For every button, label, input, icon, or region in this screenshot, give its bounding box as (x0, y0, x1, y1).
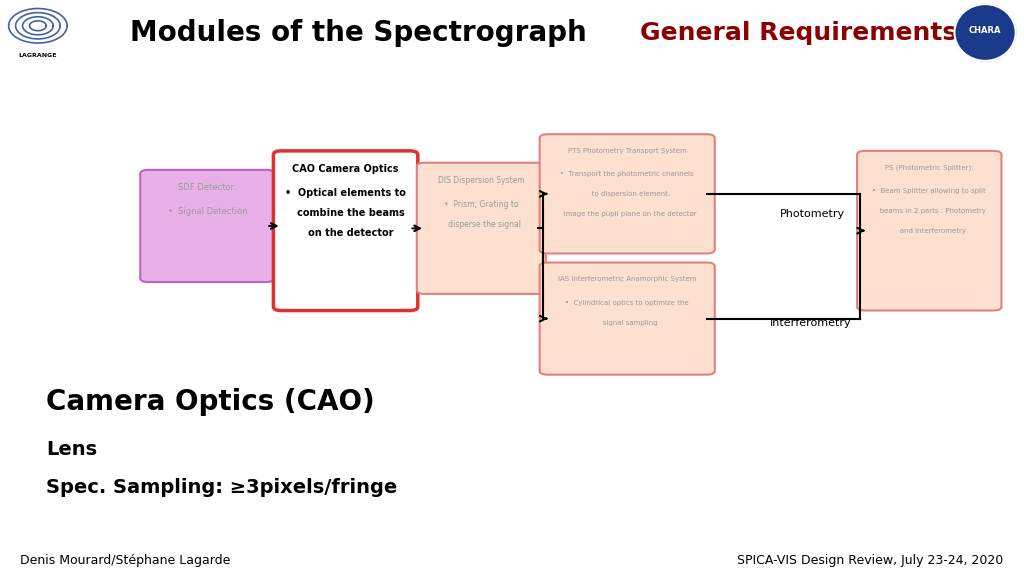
Text: CHARA: CHARA (969, 26, 1001, 35)
Text: •  Signal Detection: • Signal Detection (168, 207, 247, 216)
Text: •  Prism; Grating to: • Prism; Grating to (444, 200, 518, 209)
Text: beams in 2 parts : Photometry: beams in 2 parts : Photometry (872, 208, 986, 214)
Text: Camera Optics (CAO): Camera Optics (CAO) (46, 388, 375, 416)
FancyBboxPatch shape (140, 170, 274, 282)
Text: PTS Photometry Transport System: PTS Photometry Transport System (568, 147, 686, 154)
Text: DIS Dispersion System: DIS Dispersion System (438, 176, 524, 185)
Text: on the detector: on the detector (298, 228, 393, 238)
Text: and Interferometry: and Interferometry (893, 228, 966, 234)
Circle shape (954, 4, 1016, 61)
Text: •  Beam Splitter allowing to split: • Beam Splitter allowing to split (872, 188, 986, 194)
Text: PS (Photometric Splitter):: PS (Photometric Splitter): (885, 164, 974, 170)
FancyBboxPatch shape (540, 134, 715, 253)
Text: Interferometry: Interferometry (770, 319, 852, 328)
Text: signal sampling: signal sampling (596, 320, 658, 325)
FancyBboxPatch shape (417, 163, 546, 294)
FancyBboxPatch shape (273, 151, 418, 310)
Text: SDF Detector:: SDF Detector: (178, 183, 237, 192)
Text: Lens: Lens (46, 440, 97, 458)
Text: IAS Interferometric Anamorphic System: IAS Interferometric Anamorphic System (558, 276, 696, 282)
Text: Image the pupil plane on the detector: Image the pupil plane on the detector (557, 211, 697, 217)
FancyBboxPatch shape (540, 263, 715, 374)
Text: CAO Camera Optics: CAO Camera Optics (292, 164, 399, 174)
Text: Modules of the Spectrograph: Modules of the Spectrograph (130, 19, 587, 47)
Text: combine the beams: combine the beams (287, 208, 404, 218)
Text: •  Cylindrical optics to optimize the: • Cylindrical optics to optimize the (565, 300, 689, 306)
Text: Photometry: Photometry (780, 209, 846, 219)
Text: General Requirements: General Requirements (640, 21, 957, 45)
Text: to dispersion element.: to dispersion element. (585, 191, 670, 197)
Text: Spec. Sampling: ≥3pixels/fringe: Spec. Sampling: ≥3pixels/fringe (46, 478, 397, 497)
Text: •  Transport the photometric channels: • Transport the photometric channels (560, 171, 694, 177)
Text: •  Optical elements to: • Optical elements to (285, 188, 407, 198)
FancyBboxPatch shape (857, 151, 1001, 310)
Text: SPICA-VIS Design Review, July 23-24, 2020: SPICA-VIS Design Review, July 23-24, 202… (737, 554, 1004, 567)
Text: LAGRANGE: LAGRANGE (18, 52, 57, 58)
Text: Denis Mourard/Stéphane Lagarde: Denis Mourard/Stéphane Lagarde (20, 554, 230, 567)
Text: disperse the signal: disperse the signal (441, 220, 521, 229)
